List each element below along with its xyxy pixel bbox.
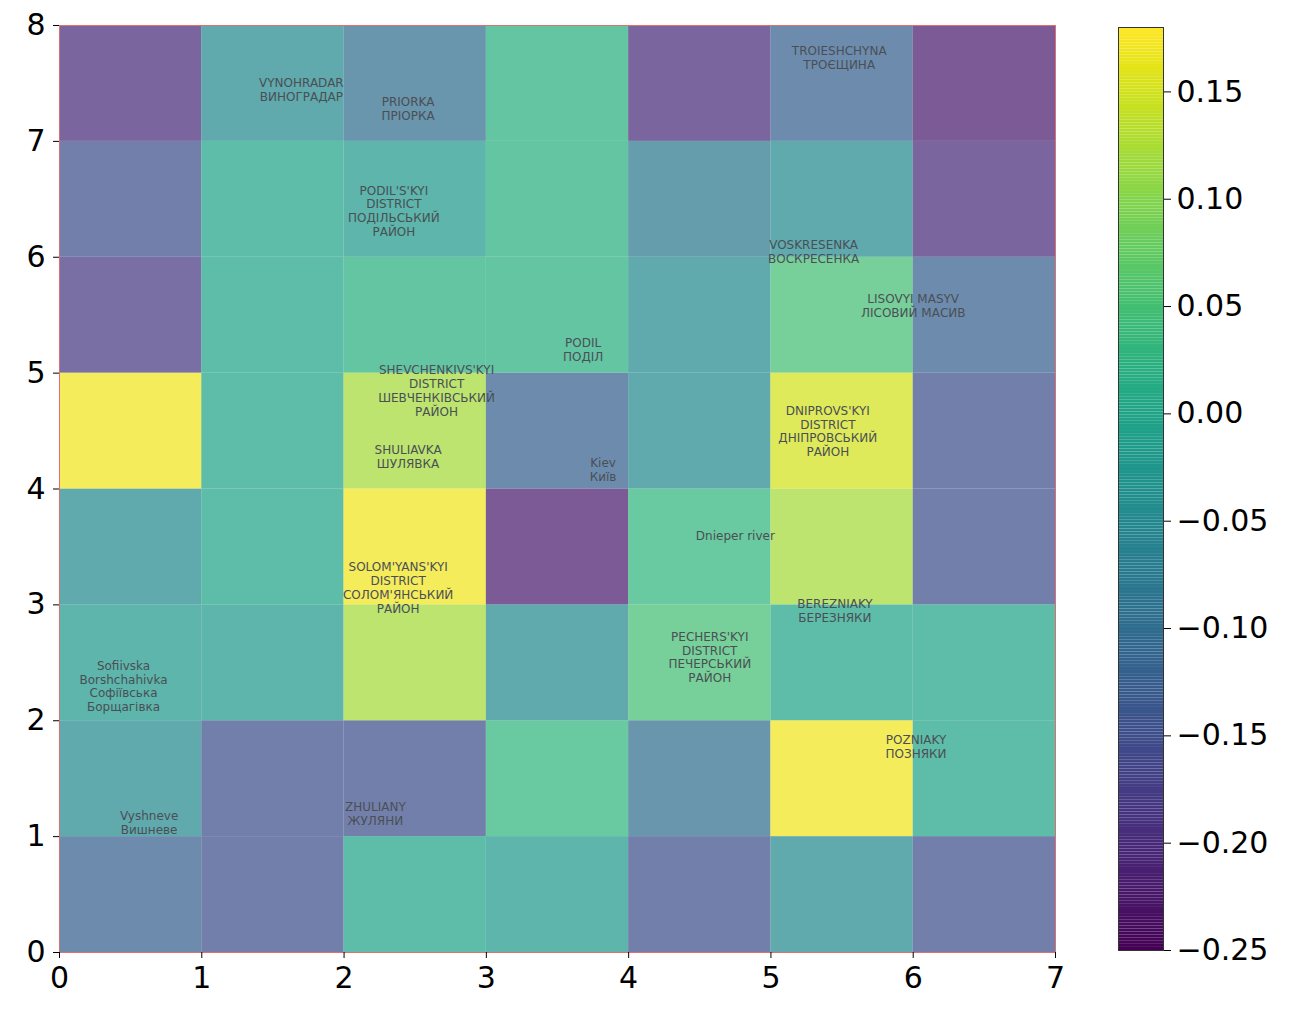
svg-text:PODILПОДІЛ: PODILПОДІЛ <box>563 336 603 364</box>
svg-text:0: 0 <box>26 934 45 969</box>
svg-text:6: 6 <box>904 960 923 995</box>
svg-text:POZNIAKYПОЗНЯКИ: POZNIAKYПОЗНЯКИ <box>886 733 947 761</box>
svg-text:0.10: 0.10 <box>1177 181 1244 216</box>
svg-text:ZHULIANYЖУЛЯНИ: ZHULIANYЖУЛЯНИ <box>345 800 406 828</box>
svg-text:0.15: 0.15 <box>1177 73 1244 108</box>
svg-text:4: 4 <box>619 960 638 995</box>
svg-text:PECHERS'KYIDISTRICTПЕЧЕРСЬКИЙР: PECHERS'KYIDISTRICTПЕЧЕРСЬКИЙРАЙОН <box>668 630 751 685</box>
svg-text:7: 7 <box>26 123 45 158</box>
svg-text:−0.05: −0.05 <box>1177 503 1269 538</box>
svg-text:6: 6 <box>26 239 45 274</box>
svg-text:VOSKRESENKAВОСКРЕСЕНКА: VOSKRESENKAВОСКРЕСЕНКА <box>768 238 860 266</box>
svg-text:−0.25: −0.25 <box>1177 932 1269 967</box>
svg-text:DNIPROVS'KYIDISTRICTДНІПРОВСЬК: DNIPROVS'KYIDISTRICTДНІПРОВСЬКИЙРАЙОН <box>778 404 877 459</box>
svg-text:Dnieper river: Dnieper river <box>696 529 775 543</box>
svg-text:PODIL'S'KYIDISTRICTПОДІЛЬСЬКИЙ: PODIL'S'KYIDISTRICTПОДІЛЬСЬКИЙРАЙОН <box>348 184 440 239</box>
svg-text:2: 2 <box>335 960 354 995</box>
svg-text:SOLOM'YANS'KYIDISTRICTСОЛОМ'ЯН: SOLOM'YANS'KYIDISTRICTСОЛОМ'ЯНСЬКИЙРАЙОН <box>343 560 453 615</box>
svg-text:0: 0 <box>50 960 69 995</box>
svg-text:VyshneveВишневе: VyshneveВишневе <box>120 809 178 837</box>
svg-text:5: 5 <box>761 960 780 995</box>
svg-text:LISOVYI MASYVЛІСОВИЙ МАСИВ: LISOVYI MASYVЛІСОВИЙ МАСИВ <box>861 292 966 320</box>
svg-text:7: 7 <box>1046 960 1065 995</box>
svg-text:5: 5 <box>26 355 45 390</box>
svg-text:2: 2 <box>26 702 45 737</box>
svg-text:VYNOHRADARВИНОГРАДАР: VYNOHRADARВИНОГРАДАР <box>259 76 344 104</box>
svg-text:SHEVCHENKIVS'KYIDISTRICTШЕВЧЕН: SHEVCHENKIVS'KYIDISTRICTШЕВЧЕНКІВСЬКИЙРА… <box>378 363 495 418</box>
svg-text:PRIORKAПРІОРКА: PRIORKAПРІОРКА <box>381 95 435 123</box>
svg-text:TROIESHCHYNAТРОЄЩИНА: TROIESHCHYNAТРОЄЩИНА <box>791 44 888 72</box>
svg-text:4: 4 <box>26 471 45 506</box>
svg-text:−0.20: −0.20 <box>1177 825 1269 860</box>
svg-text:1: 1 <box>192 960 211 995</box>
svg-text:8: 8 <box>26 7 45 42</box>
svg-text:BEREZNIAKYБЕРЕЗНЯКИ: BEREZNIAKYБЕРЕЗНЯКИ <box>797 597 873 625</box>
svg-text:SofiivskaBorshchahivkaСофіївсь: SofiivskaBorshchahivkaСофіївськаБорщагів… <box>79 659 167 714</box>
svg-text:1: 1 <box>26 818 45 853</box>
svg-text:3: 3 <box>26 586 45 621</box>
svg-text:3: 3 <box>477 960 496 995</box>
svg-text:KievКиїв: KievКиїв <box>590 456 617 484</box>
svg-text:−0.15: −0.15 <box>1177 717 1269 752</box>
svg-text:−0.10: −0.10 <box>1177 610 1269 645</box>
svg-text:SHULIAVKAШУЛЯВКА: SHULIAVKAШУЛЯВКА <box>375 443 443 471</box>
svg-text:0.05: 0.05 <box>1177 288 1244 323</box>
svg-text:0.00: 0.00 <box>1177 395 1244 430</box>
